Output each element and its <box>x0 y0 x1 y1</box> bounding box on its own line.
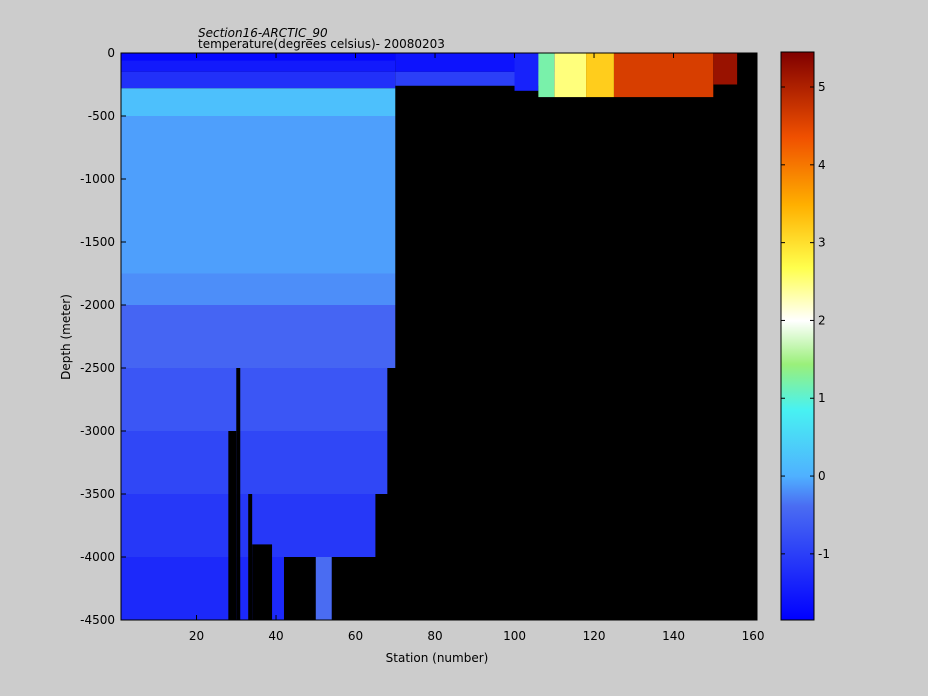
no-data-gap-0 <box>228 431 237 620</box>
y-tick-label: -4000 <box>80 550 115 564</box>
no-data-gap-5 <box>339 557 376 620</box>
surface-block-3 <box>538 53 555 98</box>
deep-column <box>315 557 332 620</box>
colorbar-tick-label: 3 <box>818 236 826 250</box>
temperature-block-4 <box>121 273 396 305</box>
colorbar-gradient <box>780 51 815 621</box>
colorbar-tick-label: 5 <box>818 80 826 94</box>
x-tick-label: 160 <box>742 629 765 643</box>
chart-subtitle: temperature(degrees celsius)- 20080203 <box>198 37 445 51</box>
temperature-block-5 <box>121 305 396 368</box>
no-data-gap-2 <box>248 494 253 620</box>
colorbar-tick-label: 0 <box>818 469 826 483</box>
y-tick-label: -4500 <box>80 613 115 627</box>
y-tick-label: -500 <box>88 109 115 123</box>
y-tick-label: -1500 <box>80 235 115 249</box>
temperature-block-12 <box>713 53 738 85</box>
x-tick-label: 40 <box>268 629 283 643</box>
temperature-block-1 <box>121 71 396 89</box>
x-axis-label: Station (number) <box>386 651 489 665</box>
y-tick-label: -3500 <box>80 487 115 501</box>
surface-block-4 <box>586 53 614 98</box>
no-data-gap-3 <box>252 544 273 620</box>
temperature-block-3 <box>121 116 396 274</box>
colorbar-tick-label: 4 <box>818 158 826 172</box>
temperature-block-2 <box>121 88 396 116</box>
y-tick-label: -2500 <box>80 361 115 375</box>
chart-title: Section16-ARCTIC_90 <box>198 26 328 40</box>
colorbar-tick-label: -1 <box>818 547 830 561</box>
axes: 20 40 60 80 100 120 140 160 0 -500 -1000 -1500 -2000… <box>80 46 764 643</box>
plot-frame <box>120 52 758 621</box>
surface-block-5 <box>121 53 396 61</box>
y-tick-label: -1000 <box>80 172 115 186</box>
x-tick-label: 140 <box>662 629 685 643</box>
x-tick-label: 100 <box>503 629 526 643</box>
y-axis-label: Depth (meter) <box>59 294 73 380</box>
colorbar: -1 0 1 2 3 4 5 <box>780 51 830 621</box>
temperature-block-6 <box>121 368 388 431</box>
x-tick-label: 80 <box>427 629 442 643</box>
no-data-gap-1 <box>236 368 241 620</box>
x-tick-label: 20 <box>189 629 204 643</box>
y-tick-label: 0 <box>107 46 115 60</box>
temperature-block-11 <box>613 53 714 98</box>
colorbar-tick-label: 1 <box>818 391 826 405</box>
x-tick-label: 120 <box>583 629 606 643</box>
temperature-block-10 <box>554 53 587 98</box>
colorbar-tick-label: 2 <box>818 313 826 327</box>
y-tick-label: -2000 <box>80 298 115 312</box>
plot-area <box>120 52 758 621</box>
y-tick-label: -3000 <box>80 424 115 438</box>
temperature-block-7 <box>121 431 388 494</box>
x-tick-label: 60 <box>348 629 363 643</box>
surface-block-2 <box>514 53 539 91</box>
